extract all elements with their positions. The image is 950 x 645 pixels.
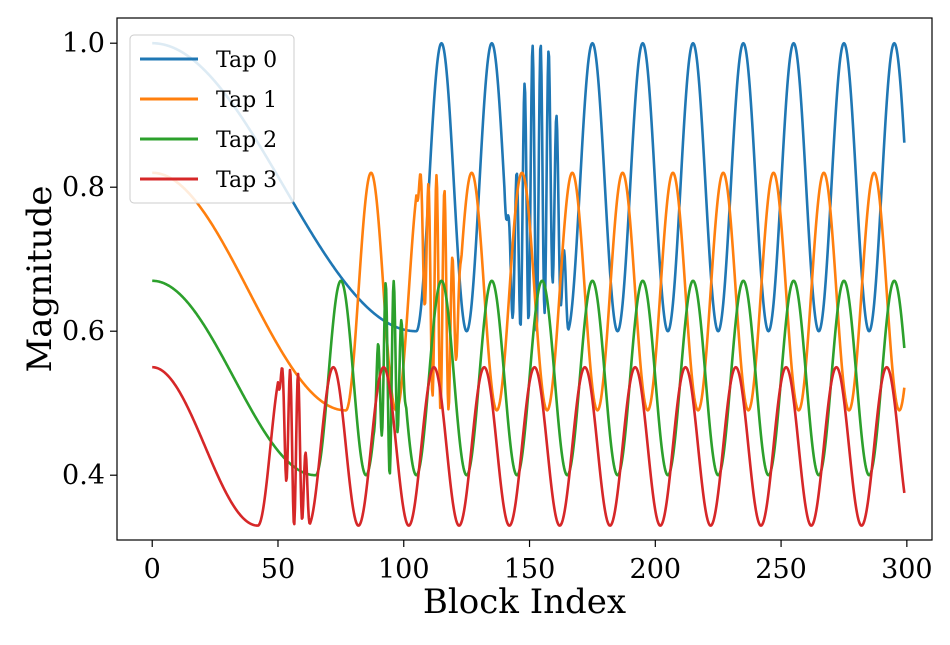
y-tick-label: 1.0 [62,28,105,59]
x-tick-label: 300 [881,554,933,585]
y-tick-label: 0.6 [62,316,105,347]
legend-label: Tap 2 [216,128,277,153]
legend-label: Tap 1 [216,88,277,113]
y-tick-label: 0.4 [62,460,105,491]
x-tick-label: 100 [378,554,430,585]
series-line-tap-1 [151,171,906,412]
legend-label: Tap 0 [216,48,277,73]
x-tick-label: 0 [144,554,161,585]
x-tick-label: 200 [630,554,682,585]
x-tick-label: 50 [261,554,295,585]
x-axis: 0 50 100 150 200 250 300 [144,540,933,585]
legend-box [129,34,295,204]
series-line-tap-3 [151,365,906,527]
x-tick-label: 250 [755,554,807,585]
x-tick-label: 150 [504,554,556,585]
y-tick-label: 0.8 [62,172,105,203]
legend: Tap 0 Tap 1 Tap 2 Tap 3 [129,34,295,204]
y-axis-label: Magnitude [20,185,60,372]
legend-label: Tap 3 [216,168,277,193]
plot-frame [116,17,933,541]
y-axis: 0.4 0.6 0.8 1.0 [62,28,117,491]
x-axis-label: Block Index [423,582,626,622]
